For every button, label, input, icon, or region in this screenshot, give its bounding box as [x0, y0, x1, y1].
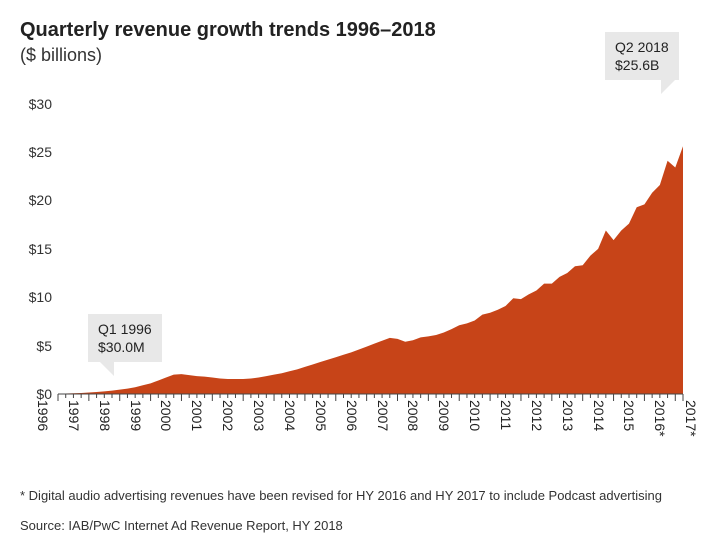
y-tick-label: $30	[29, 96, 52, 112]
x-tick-label: 2006	[344, 400, 360, 431]
footnote: * Digital audio advertising revenues hav…	[20, 487, 689, 505]
x-tick-label: 2016*	[652, 400, 668, 437]
callout-start-line1: Q1 1996	[98, 320, 152, 338]
x-tick-label: 2001	[189, 400, 205, 431]
x-tick-label: 1998	[97, 400, 113, 431]
source: Source: IAB/PwC Internet Ad Revenue Repo…	[20, 517, 689, 535]
callout-end-line1: Q2 2018	[615, 38, 669, 56]
x-tick-label: 2003	[251, 400, 267, 431]
x-tick-label: 2002	[220, 400, 236, 431]
callout-end: Q2 2018 $25.6B	[605, 32, 679, 80]
x-tick-label: 2000	[158, 400, 174, 431]
callout-start-line2: $30.0M	[98, 338, 152, 356]
x-tick-label: 1997	[66, 400, 82, 431]
x-tick-label: 2013	[560, 400, 576, 431]
x-tick-label: 2008	[405, 400, 421, 431]
x-tick-label: 2015	[621, 400, 637, 431]
x-tick-label: 1996	[35, 400, 51, 431]
x-tick-label: 2005	[313, 400, 329, 431]
y-tick-label: $15	[29, 241, 52, 257]
y-tick-label: $25	[29, 144, 52, 160]
y-tick-label: $20	[29, 192, 52, 208]
x-tick-label: 2010	[467, 400, 483, 431]
page-subtitle: ($ billions)	[20, 45, 689, 66]
x-tick-label: 2012	[529, 400, 545, 431]
x-tick-label: 2011	[498, 400, 514, 430]
callout-end-line2: $25.6B	[615, 56, 669, 74]
callout-start: Q1 1996 $30.0M	[88, 314, 162, 362]
page-title: Quarterly revenue growth trends 1996–201…	[20, 18, 689, 43]
x-tick-label: 2009	[436, 400, 452, 431]
y-tick-label: $5	[36, 338, 52, 354]
y-tick-label: $10	[29, 289, 52, 305]
x-tick-label: 2004	[282, 400, 298, 431]
x-tick-label: 2017*	[683, 400, 699, 437]
x-tick-label: 2014	[591, 400, 607, 431]
area-chart: Q1 1996 $30.0M Q2 2018 $25.6B $0$5$10$15…	[20, 94, 689, 394]
x-tick-label: 1999	[128, 400, 144, 431]
x-tick-label: 2007	[375, 400, 391, 431]
